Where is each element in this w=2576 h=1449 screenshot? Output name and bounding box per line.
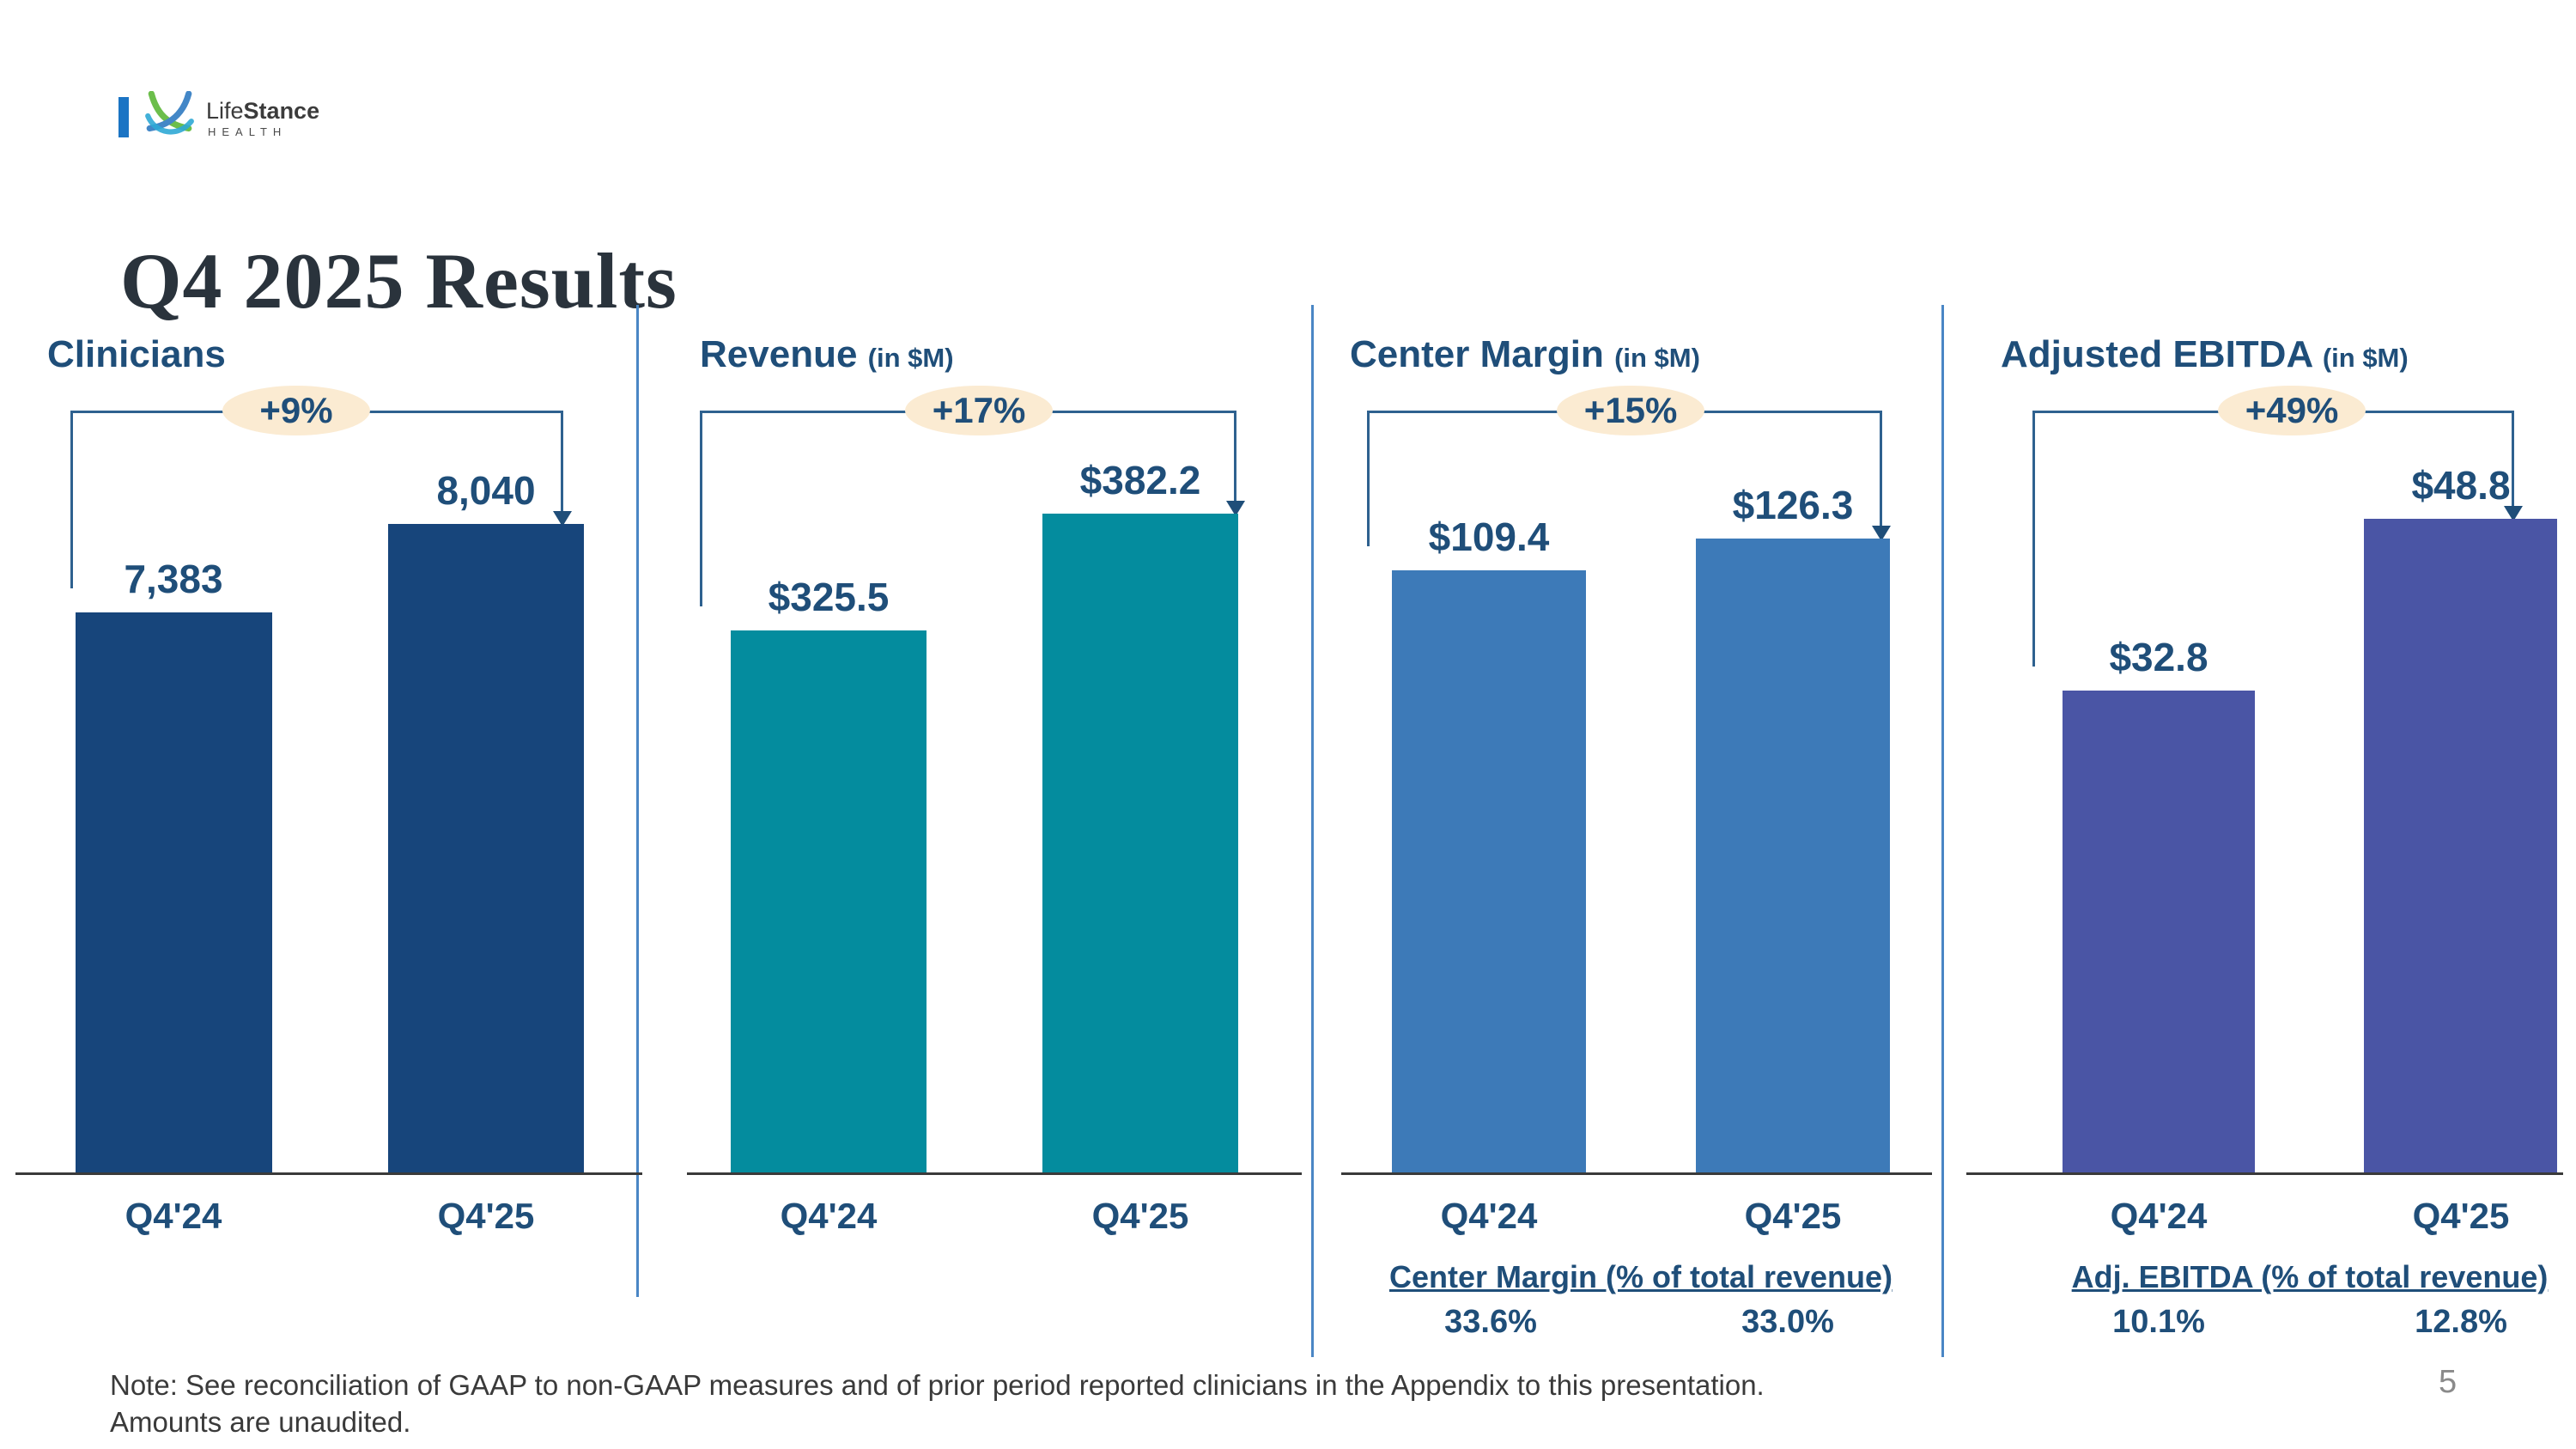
margin-footer-label: Center Margin (% of total revenue) — [1388, 1259, 1893, 1294]
x-tick-label: Q4'25 — [1091, 1196, 1189, 1236]
bar-value-label: $325.5 — [768, 575, 890, 619]
x-tick-label: Q4'24 — [780, 1196, 878, 1236]
bar-q425 — [388, 524, 584, 1172]
growth-badge: +17% — [905, 386, 1053, 435]
growth-badge: +49% — [2218, 386, 2366, 435]
growth-bracket — [1367, 411, 1370, 546]
chart-title-adjusted-ebitda: Adjusted EBITDA (in $M) — [2001, 333, 2409, 376]
brand-name: LifeStance — [206, 98, 320, 124]
x-axis — [1341, 1172, 1932, 1175]
chart-title-text: Adjusted EBITDA — [2001, 333, 2312, 375]
growth-arrow-icon — [1872, 526, 1891, 541]
growth-arrow-icon — [553, 511, 572, 527]
chart-title-clinicians: Clinicians — [47, 333, 226, 376]
x-tick-label: Q4'25 — [437, 1196, 535, 1236]
growth-arrow-icon — [2504, 506, 2523, 521]
panel-divider — [1311, 305, 1314, 1357]
bar-value-label: $382.2 — [1079, 458, 1201, 502]
growth-badge: +15% — [1557, 386, 1704, 435]
ebitda-footer-label: Adj. EBITDA (% of total revenue) — [2071, 1259, 2549, 1294]
bar-value-label: $48.8 — [2411, 463, 2511, 508]
ebitda-footer-value: 10.1% — [2112, 1304, 2205, 1340]
x-tick-label: Q4'25 — [2412, 1196, 2510, 1236]
chart-title-text: Revenue — [700, 333, 858, 375]
growth-bracket — [700, 411, 702, 606]
chart-title-text: Center Margin — [1350, 333, 1604, 375]
growth-arrow-icon — [1226, 501, 1245, 516]
bar-value-label: 8,040 — [436, 468, 536, 513]
brand-subname: HEALTH — [208, 125, 288, 138]
margin-footer-value: 33.6% — [1444, 1304, 1537, 1340]
x-tick-label: Q4'24 — [2110, 1196, 2208, 1236]
x-axis — [687, 1172, 1302, 1175]
growth-bracket — [2512, 411, 2514, 507]
bar-value-label: $32.8 — [2109, 635, 2208, 679]
bar-value-label: $109.4 — [1428, 514, 1550, 559]
ebitda-footer-value: 12.8% — [2415, 1304, 2507, 1340]
growth-bracket — [1880, 411, 1882, 527]
bar-q424 — [731, 630, 927, 1172]
chart-title-text: Clinicians — [47, 333, 226, 375]
chart-unit: (in $M) — [2322, 343, 2409, 373]
growth-badge: +9% — [222, 386, 370, 435]
logo-accent-bar — [118, 97, 129, 137]
x-axis — [15, 1172, 642, 1175]
footnote: Note: See reconciliation of GAAP to non-… — [110, 1367, 1765, 1441]
page-title: Q4 2025 Results — [120, 236, 677, 325]
bar-value-label: 7,383 — [124, 557, 223, 601]
footnote-line: Amounts are unaudited. — [110, 1405, 411, 1438]
growth-bracket — [561, 411, 563, 512]
page-number: 5 — [2439, 1364, 2458, 1400]
x-axis — [1966, 1172, 2563, 1175]
chart-unit: (in $M) — [867, 343, 954, 373]
growth-bracket — [70, 411, 73, 588]
growth-bracket — [2032, 411, 2035, 667]
bar-value-label: $126.3 — [1732, 483, 1854, 527]
x-tick-label: Q4'25 — [1744, 1196, 1842, 1236]
chart-unit: (in $M) — [1614, 343, 1700, 373]
bar-q425 — [2364, 519, 2557, 1172]
lifestance-swirl-icon — [145, 91, 194, 135]
bar-q425 — [1696, 539, 1890, 1172]
bar-q424 — [1392, 570, 1586, 1172]
panel-divider — [636, 305, 639, 1297]
margin-footer-value: 33.0% — [1741, 1304, 1834, 1340]
x-tick-label: Q4'24 — [1440, 1196, 1538, 1236]
bar-q424 — [76, 612, 272, 1172]
bar-q425 — [1042, 514, 1238, 1172]
chart-title-revenue: Revenue (in $M) — [700, 333, 954, 376]
growth-bracket — [1234, 411, 1236, 502]
chart-title-center-margin: Center Margin (in $M) — [1350, 333, 1700, 376]
x-tick-label: Q4'24 — [125, 1196, 222, 1236]
footnote-line: Note: See reconciliation of GAAP to non-… — [110, 1369, 1765, 1401]
panel-divider — [1941, 305, 1944, 1357]
bar-q424 — [2063, 691, 2255, 1172]
